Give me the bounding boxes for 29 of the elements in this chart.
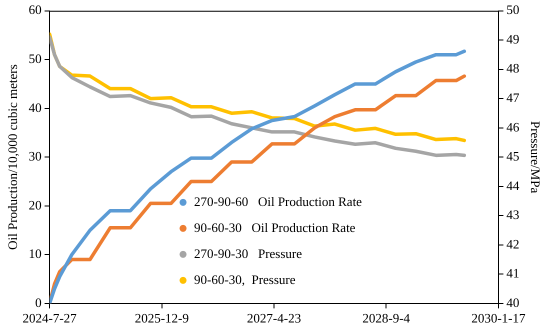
y-axis-title: Oil Production/10,000 cubic meters	[5, 64, 20, 250]
y-tick-label: 50	[28, 50, 42, 66]
y2-tick-label: 45	[506, 148, 520, 164]
y-tick-label: 10	[28, 246, 42, 262]
y2-tick-label: 49	[506, 31, 520, 46]
y-tick-label: 20	[28, 197, 42, 212]
y-tick-label: 40	[28, 100, 42, 115]
y2-tick-label: 46	[506, 119, 520, 134]
y-tick-label: 0	[35, 294, 42, 310]
legend-label: 270-90-30 Pressure	[194, 246, 302, 261]
y2-tick-label: 44	[506, 178, 520, 193]
y2-tick-label: 48	[506, 60, 520, 76]
x-tick-label: 2027-4-23	[246, 310, 302, 326]
y2-tick-label: 40	[506, 294, 520, 310]
y-tick-label: 60	[28, 2, 42, 18]
y2-axis-title: Pressure/MPa	[528, 120, 543, 194]
y2-tick-label: 42	[506, 236, 520, 252]
y2-tick-label: 47	[506, 90, 520, 105]
x-tick-label: 2024-7-27	[22, 310, 78, 326]
legend-label: 90-60-30, Pressure	[194, 272, 296, 287]
x-tick-label: 2030-1-17	[471, 310, 526, 326]
legend-label: 270-90-60 Oil Production Rate	[194, 194, 362, 209]
y2-tick-label: 50	[506, 2, 520, 18]
legend-label: 90-60-30 Oil Production Rate	[194, 220, 356, 235]
y2-tick-label: 43	[506, 207, 520, 222]
x-tick-label: 2028-9-4	[362, 310, 411, 326]
y2-tick-label: 41	[506, 266, 520, 281]
x-tick-label: 2025-12-9	[134, 310, 189, 326]
y-tick-label: 30	[28, 148, 42, 164]
